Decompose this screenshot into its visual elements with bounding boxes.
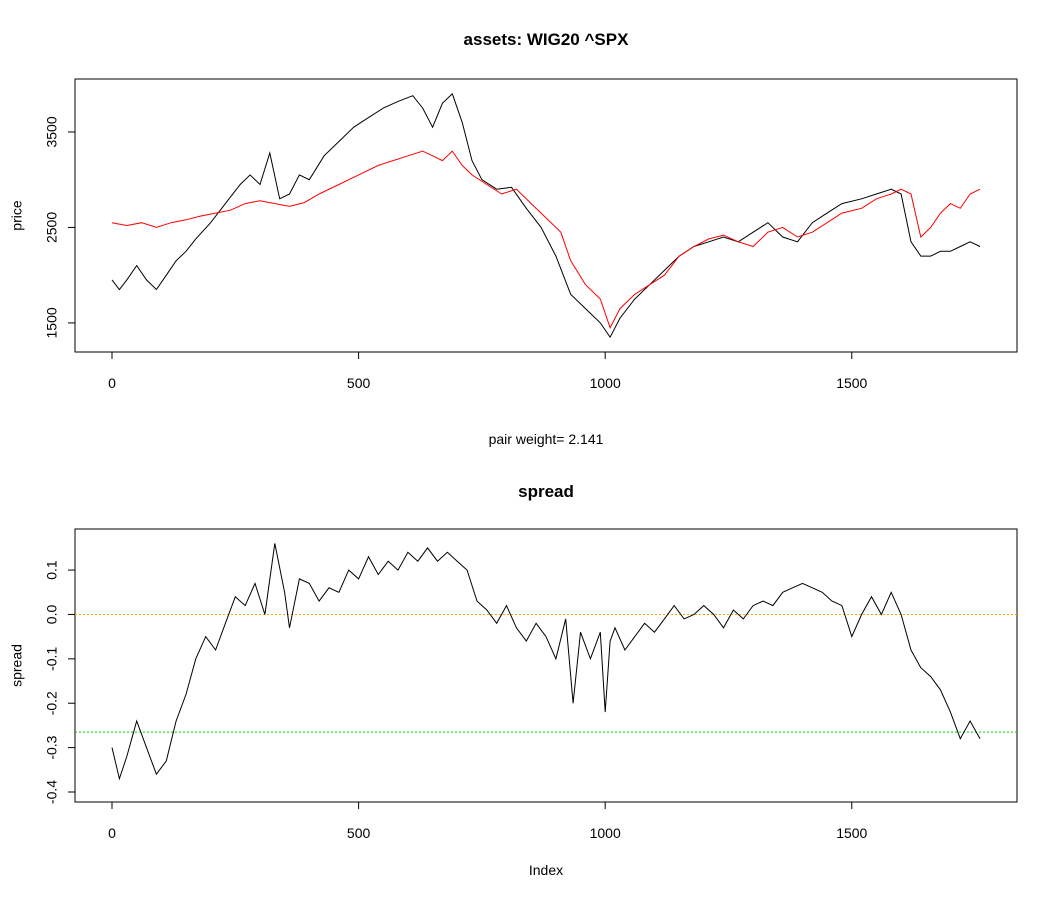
panel2-x-tick-label: 1000: [590, 825, 621, 841]
panel1-y-tick-label: 1500: [44, 307, 60, 338]
panel2-x-tick-label: 500: [347, 825, 371, 841]
panel2-x-tick-label: 0: [108, 825, 116, 841]
panel1-x-tick-label: 500: [347, 375, 371, 391]
panel2-x-axis-label: Index: [529, 862, 563, 878]
panel1-title: assets: WIG20 ^SPX: [464, 30, 630, 49]
panel2-y-tick-label: 0.1: [44, 560, 60, 580]
panel2-y-tick-label: -0.4: [44, 780, 60, 804]
panel2-y-tick-label: -0.2: [44, 691, 60, 715]
panel1-series-line-2: [111, 150, 981, 329]
panel2-y-axis-label: spread: [9, 644, 25, 687]
panel1-subtitle: pair weight= 2.141: [489, 431, 604, 447]
panel1-x-tick-label: 0: [108, 375, 116, 391]
panel1-series-line-1: [111, 92, 981, 339]
panel2-series-line-1: [111, 543, 981, 781]
panel2-y-tick-label: 0.0: [44, 605, 60, 625]
panel2-y-tick-label: -0.1: [44, 647, 60, 671]
panel2-title: spread: [518, 482, 574, 501]
panel1-x-tick-label: 1500: [836, 375, 867, 391]
panel1-y-tick-label: 2500: [44, 212, 60, 243]
panel2-plot-frame: [74, 528, 1018, 803]
panel2-x-tick-label: 1500: [836, 825, 867, 841]
panel1-y-tick-label: 3500: [44, 116, 60, 147]
panel1-plot-frame: [74, 78, 1018, 353]
panel1-y-axis-label: price: [9, 200, 25, 231]
panel2-y-tick-label: -0.3: [44, 735, 60, 759]
panel1-x-tick-label: 1000: [590, 375, 621, 391]
